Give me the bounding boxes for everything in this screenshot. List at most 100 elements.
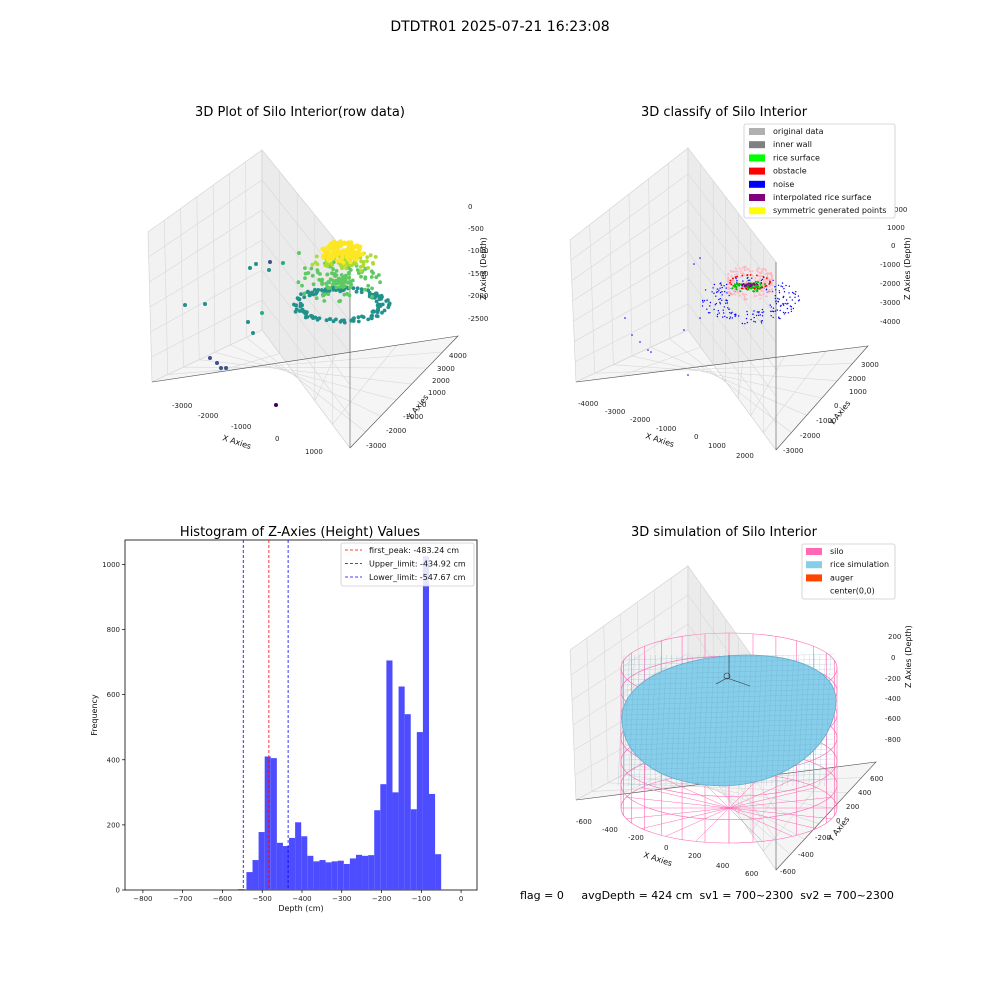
data-point [760,294,762,297]
legend-box [743,123,896,219]
data-point [369,275,374,279]
silo-wire [728,807,832,820]
surface-mesh [623,733,835,741]
y-tick: 2000 [848,375,866,383]
surface-mesh [623,778,835,786]
data-point [719,298,721,300]
grid-line [628,193,633,357]
data-point [782,303,784,305]
histogram-bar [240,889,247,890]
data-point [368,253,373,258]
data-point [738,267,741,270]
data-point [320,254,326,259]
y-tick: 0 [834,402,838,410]
surface-mesh [681,654,688,787]
histogram-bar [301,836,308,890]
data-point [775,303,778,305]
data-point [769,272,772,274]
data-point [624,317,626,319]
grid-line [574,277,689,342]
data-point [324,318,329,323]
data-point [348,281,353,286]
data-point [363,275,368,280]
y-tick: -200 [815,834,831,842]
y-tick: 0 [422,401,426,409]
data-point [339,281,344,285]
surface-mesh [623,688,835,696]
data-point [349,263,354,268]
data-point [359,287,364,292]
data-point [735,268,738,270]
data-point [351,286,356,291]
data-point [374,299,379,304]
y-tick: -1000 [403,413,423,421]
silo-wire [728,796,832,809]
data-point [246,320,250,324]
panel-1-yticks: -3000 -2000 -1000 0 1000 2000 3000 4000 [366,352,467,450]
data-point [303,266,307,270]
panel-4-scene [617,632,838,844]
data-point [716,288,719,290]
panel-2-grid [569,147,869,451]
data-point [792,307,795,310]
data-point [302,295,307,300]
silo-wire [665,807,730,837]
legend-label: rice surface [773,153,820,162]
data-point [757,269,759,271]
data-point [274,403,278,407]
data-point [729,293,732,296]
data-point [769,304,771,306]
data-point [769,281,771,283]
legend-label: silo [830,547,844,556]
data-point [723,285,725,287]
data-point [755,295,758,297]
grid-line [261,239,351,354]
y-tick: -2000 [386,427,406,435]
data-point [756,287,759,290]
data-point [761,268,764,271]
x-tick: -4000 [578,400,598,408]
histogram-bar [307,855,314,890]
y-tick: 400 [858,789,871,797]
data-point [375,303,380,308]
data-point [183,303,187,307]
data-point [345,292,349,296]
data-point [329,261,333,266]
data-point [325,262,330,266]
data-point [795,291,797,293]
data-point [386,305,391,310]
data-point [739,272,742,275]
data-point [766,290,768,293]
surface-mesh [617,654,625,787]
grid-line [183,366,428,369]
data-point [650,351,652,353]
silo-wire [728,779,793,809]
histogram-bar [392,792,399,890]
data-point [254,262,258,266]
histogram-x-ticks: −800 −700 −600 −500 −400 −300 −200 −100 0 [133,890,463,903]
silo-wire [728,807,763,842]
data-point [746,283,749,285]
data-point [774,295,776,297]
data-point [797,295,800,297]
data-point [729,281,731,284]
z-tick: -4000 [880,318,900,326]
data-point [365,255,370,259]
data-point [300,283,304,288]
grid-line [687,303,777,424]
data-point [762,290,765,292]
data-point [731,293,733,295]
data-point [749,283,752,285]
data-point [762,281,765,284]
surface-mesh [745,654,752,787]
z-tick: -600 [885,715,901,723]
surface-mesh [623,713,835,721]
data-point [332,241,337,246]
y-tick: 3000 [861,361,879,369]
data-point [387,301,392,306]
panel-2-xticks: -4000 -3000 -2000 -1000 0 1000 2000 [578,400,754,460]
surface-mesh [628,654,635,787]
data-point [730,283,733,286]
panel-4-zlabel: Z Axies (Depth) [904,625,913,688]
data-point [326,292,331,296]
